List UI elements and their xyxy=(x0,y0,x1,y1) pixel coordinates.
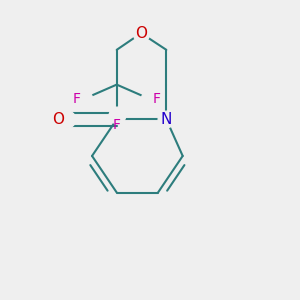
Text: F: F xyxy=(152,92,160,106)
Text: F: F xyxy=(113,118,121,132)
Text: O: O xyxy=(52,112,64,127)
Text: N: N xyxy=(161,112,172,127)
Text: F: F xyxy=(73,92,81,106)
Text: O: O xyxy=(135,26,147,41)
